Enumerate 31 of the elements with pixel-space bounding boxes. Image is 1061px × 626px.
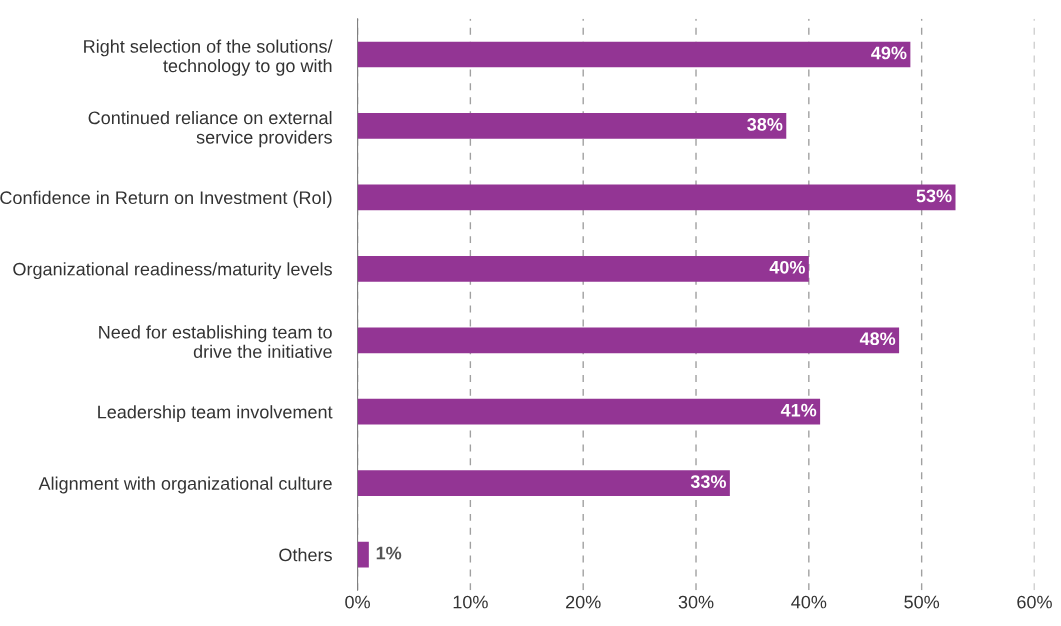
data-label: 53% xyxy=(916,189,952,203)
x-tick-label: 20% xyxy=(566,595,601,609)
y-tick-label: Need for establishing team to drive the initiative xyxy=(99,325,332,359)
x-tick-label: 0% xyxy=(345,595,370,609)
y-tick-label: Leadership team involvement xyxy=(98,405,333,422)
y-tick-label: Organizational readiness/maturity levels xyxy=(13,262,332,280)
x-tick-label: 40% xyxy=(791,595,827,609)
y-tick-label: Confidence in Return on Investment (RoI) xyxy=(0,190,332,208)
bar xyxy=(357,470,730,497)
data-label: 41% xyxy=(780,403,817,417)
y-tick-label: Others xyxy=(279,548,332,562)
y-tick-label: Continued reliance on external service providers xyxy=(88,110,332,148)
data-label: 48% xyxy=(859,332,896,346)
x-tick-label: 30% xyxy=(678,595,714,609)
data-label: 33% xyxy=(690,475,726,489)
x-tick-label: 50% xyxy=(904,595,940,609)
bar xyxy=(357,184,956,211)
data-label: 40% xyxy=(769,260,805,274)
data-label: 38% xyxy=(747,118,783,131)
data-label: 1% xyxy=(376,546,402,560)
bar xyxy=(357,398,821,425)
x-tick-label: 10% xyxy=(453,595,488,609)
x-tick-label: 60% xyxy=(1017,595,1052,609)
bar xyxy=(357,113,787,139)
bar xyxy=(357,41,911,68)
y-tick-label: Right selection of the solutions/ technology to go with xyxy=(84,39,333,76)
bar xyxy=(357,541,369,568)
data-label: 49% xyxy=(871,46,907,60)
bar xyxy=(357,327,900,354)
bar xyxy=(357,255,809,282)
y-tick-label: Alignment with organizational culture xyxy=(38,476,332,494)
